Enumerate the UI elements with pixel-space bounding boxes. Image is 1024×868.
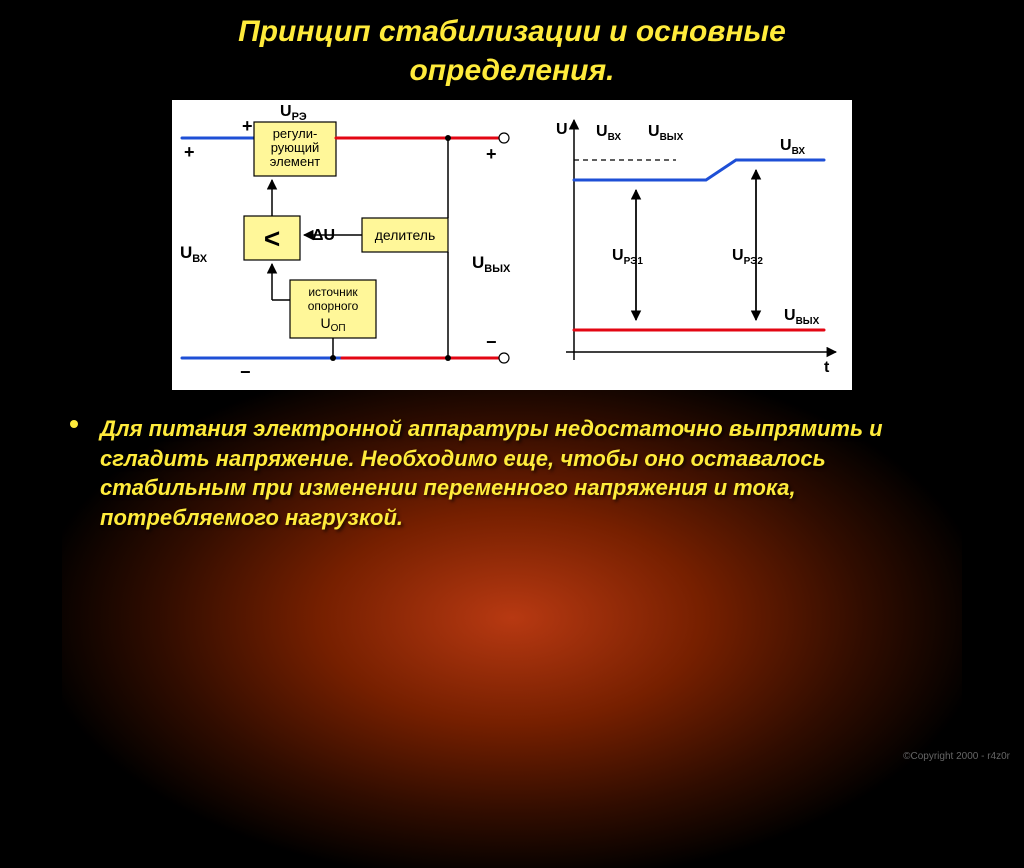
to: U — [648, 123, 660, 140]
re2s: РЭ2 — [744, 256, 764, 267]
plus-inmid: + — [184, 142, 195, 162]
ros: ВЫХ — [796, 316, 820, 327]
plus-out: + — [486, 144, 497, 164]
uin: U — [180, 243, 192, 262]
svg-text:UВХ: UВХ — [780, 137, 805, 157]
tis: ВХ — [608, 132, 622, 143]
title-line1: Принцип стабилизации и основные — [238, 15, 786, 48]
ref1: источник — [308, 285, 358, 299]
diagram: регули- рующий элемент UРЭ + + − − — [172, 100, 852, 390]
re1s: РЭ1 — [624, 256, 644, 267]
uout: U — [472, 253, 484, 272]
minus-in: − — [240, 362, 251, 382]
comp: < — [264, 223, 280, 254]
svg-text:UВЫХ: UВЫХ — [472, 253, 511, 275]
svg-text:UРЭ2: UРЭ2 — [732, 247, 763, 267]
svg-text:UРЭ1: UРЭ1 — [612, 247, 643, 267]
ris: ВХ — [792, 146, 806, 157]
axis-x: t — [824, 359, 830, 376]
svg-text:UВЫХ: UВЫХ — [784, 307, 820, 327]
re2: U — [732, 247, 744, 264]
uin-sub: ВХ — [192, 253, 208, 265]
timing-diagram: U t UВХ UВЫХ UВХ UВЫХ UРЭ1 — [556, 120, 836, 376]
div: делитель — [375, 227, 436, 243]
ref3s: ОП — [331, 323, 346, 334]
svg-text:UВХ: UВХ — [596, 123, 621, 143]
ref3: U — [320, 315, 330, 331]
reg-l3: элемент — [270, 154, 321, 169]
slide-title: Принцип стабилизации и основные определе… — [0, 0, 1024, 90]
ure-sub: РЭ — [292, 111, 307, 123]
ti: U — [596, 123, 608, 140]
title-line2: определения. — [409, 54, 614, 87]
svg-text:UВЫХ: UВЫХ — [648, 123, 684, 143]
uout-sub: ВЫХ — [484, 263, 511, 275]
tos: ВЫХ — [660, 132, 684, 143]
svg-text:UРЭ: UРЭ — [280, 103, 307, 123]
ure: U — [280, 103, 292, 120]
ri: U — [780, 137, 792, 154]
block-diagram: регули- рующий элемент UРЭ + + − − — [180, 103, 511, 382]
bullet-icon — [70, 420, 78, 428]
body-content: Для питания электронной аппаратуры недос… — [100, 416, 883, 530]
svg-text:UВХ: UВХ — [180, 243, 208, 265]
axis-y: U — [556, 121, 568, 138]
reg-l2: рующий — [271, 140, 320, 155]
re1: U — [612, 247, 624, 264]
copyright: ©Copyright 2000 - r4z0r — [903, 751, 1010, 762]
ref2: опорного — [308, 299, 359, 313]
body-text: Для питания электронной аппаратуры недос… — [0, 390, 1024, 533]
plus-in: + — [242, 116, 253, 136]
ro: U — [784, 307, 796, 324]
minus-out: − — [486, 332, 497, 352]
reg-l1: регули- — [273, 126, 318, 141]
